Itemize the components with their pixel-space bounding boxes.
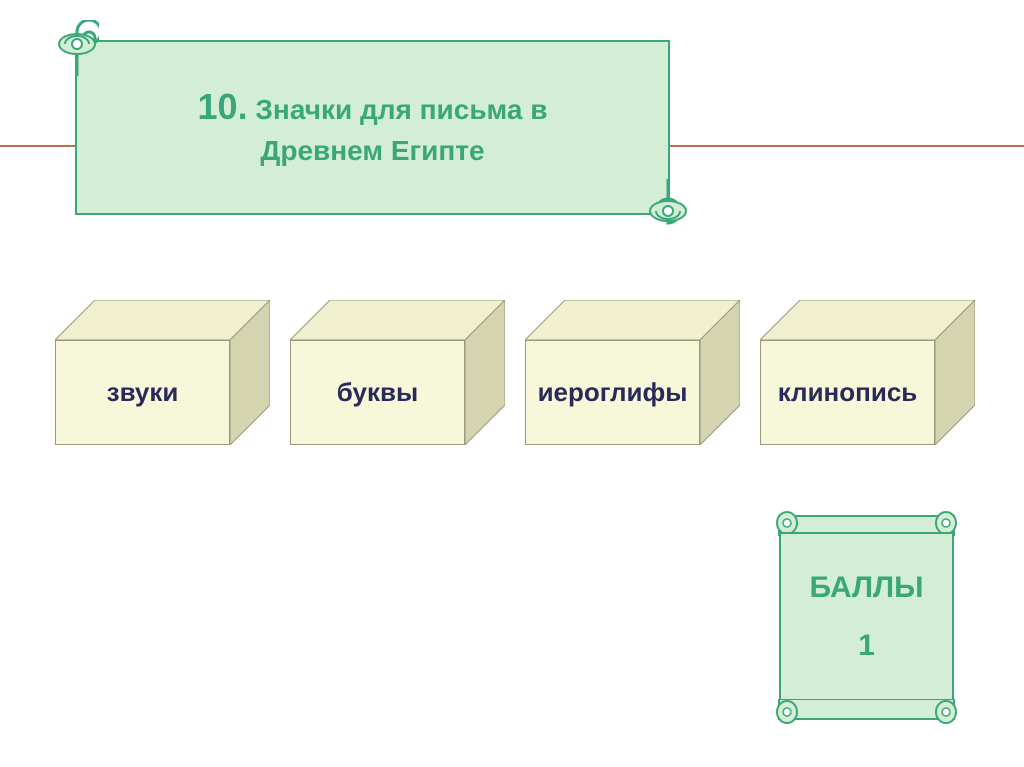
answer-option-4[interactable]: клинопись [760,300,975,445]
answer-label: звуки [55,340,230,445]
question-line-1: 10. Значки для письма в [198,86,548,128]
question-body: 10. Значки для письма в Древнем Египте [75,40,670,215]
score-label: БАЛЛЫ [810,571,924,605]
question-text-1: Значки для письма в [255,94,547,125]
answer-label: клинопись [760,340,935,445]
answer-option-3[interactable]: иероглифы [525,300,740,445]
cube-side-face [465,300,505,445]
answer-option-2[interactable]: буквы [290,300,505,445]
scroll-curl-bottom-icon [646,179,690,235]
question-text-2: Древнем Египте [260,133,484,169]
cube-side-face [935,300,975,445]
question-number: 10. [198,86,248,127]
question-panel: 10. Значки для письма в Древнем Египте [55,20,690,235]
score-curl-bottom-icon [769,699,964,725]
answer-label: иероглифы [525,340,700,445]
answers-row: звуки буквы иероглифы клинопись [55,300,975,445]
score-panel: БАЛЛЫ 1 [769,510,964,725]
score-body: БАЛЛЫ 1 [779,532,954,702]
score-value: 1 [858,629,875,663]
answer-option-1[interactable]: звуки [55,300,270,445]
scroll-curl-top-icon [55,20,99,76]
cube-side-face [230,300,270,445]
answer-label: буквы [290,340,465,445]
cube-side-face [700,300,740,445]
